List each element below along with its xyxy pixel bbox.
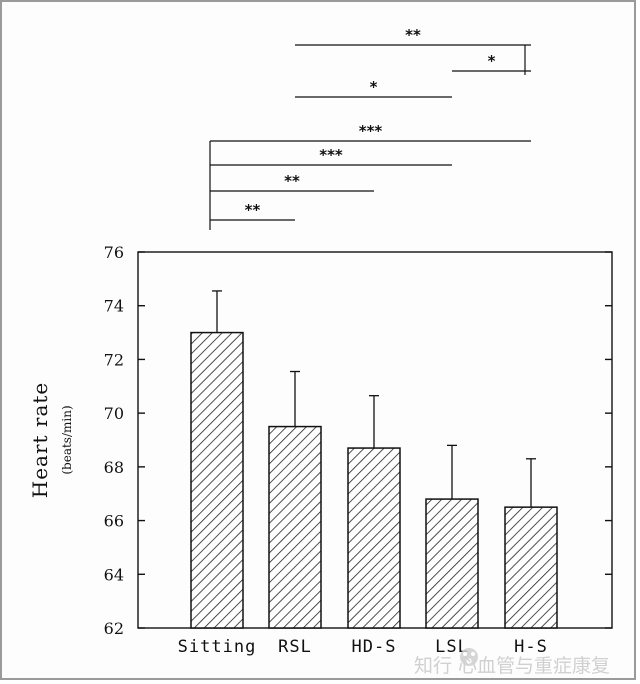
x-category-label: H-S bbox=[514, 637, 548, 657]
y-tick-label: 66 bbox=[104, 512, 124, 531]
significance-brackets: ************** bbox=[209, 26, 531, 230]
significance-stars: *** bbox=[319, 146, 343, 164]
bar-hd-s bbox=[347, 447, 401, 629]
significance-stars: ** bbox=[245, 201, 261, 219]
bar-lsl bbox=[425, 498, 479, 629]
y-axis-title: Heart rate (beats/min) bbox=[28, 382, 74, 499]
y-tick-label: 74 bbox=[104, 297, 124, 316]
x-category-label: HD-S bbox=[352, 637, 397, 657]
bar-sitting bbox=[190, 331, 244, 629]
y-tick-label: 64 bbox=[104, 565, 124, 584]
y-axis-ticks: 62 64 66 68 70 72 74 76 bbox=[104, 243, 612, 638]
significance-stars: ** bbox=[284, 172, 300, 190]
x-category-label: LSL bbox=[435, 637, 469, 657]
significance-stars: * bbox=[370, 78, 378, 96]
y-axis-label: Heart rate bbox=[28, 382, 52, 499]
significance-stars: ** bbox=[405, 26, 421, 44]
watermark: 知行 心血管与重症康复 bbox=[414, 648, 610, 677]
bar-rsl bbox=[268, 425, 322, 629]
significance-stars: *** bbox=[359, 122, 383, 140]
watermark-text: 知行 心血管与重症康复 bbox=[414, 655, 610, 677]
significance-stars: * bbox=[488, 52, 496, 70]
bars-group bbox=[190, 331, 558, 629]
y-tick-label: 62 bbox=[104, 619, 124, 638]
category-labels: Sitting RSL HD-S LSL H-S bbox=[178, 637, 548, 657]
y-axis-unit-label: (beats/min) bbox=[60, 405, 74, 474]
error-bars-group bbox=[212, 290, 536, 508]
x-category-label: Sitting bbox=[178, 637, 257, 657]
y-tick-label: 70 bbox=[104, 404, 124, 423]
bar-h-s bbox=[504, 506, 558, 629]
y-tick-label: 68 bbox=[104, 458, 124, 477]
y-tick-label: 76 bbox=[104, 243, 124, 262]
y-tick-label: 72 bbox=[104, 350, 124, 369]
x-category-label: RSL bbox=[278, 637, 312, 657]
